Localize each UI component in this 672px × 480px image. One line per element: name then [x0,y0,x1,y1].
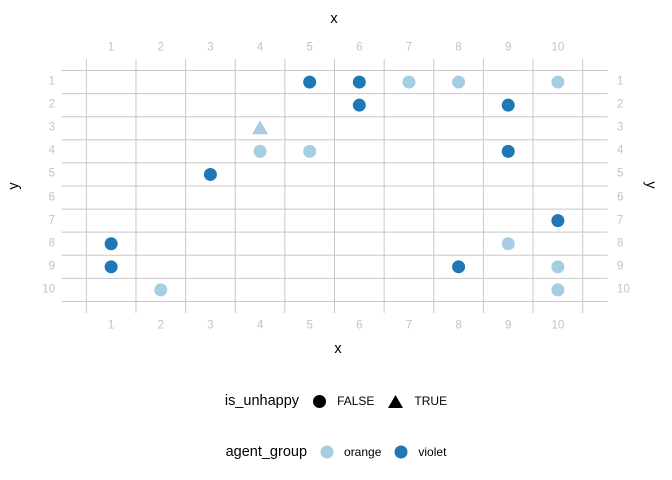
x-tick-bottom-7: 7 [405,319,413,332]
x-tick-bottom-6: 6 [356,319,363,332]
x-tick-top-10: 10 [551,41,565,54]
legend-item-orange: orange [320,445,381,459]
circle-point-x3-y5 [203,167,217,181]
circle-point-x9-y8 [501,237,515,251]
circle-point-x5-y4 [303,144,317,158]
x-tick-top-7: 7 [405,41,413,54]
x-tick-top-3: 3 [207,41,214,54]
violet-group-circle-icon [394,445,408,459]
x-tick-bottom-1: 1 [107,319,115,332]
circle-point-x10-y7 [551,214,565,228]
y-tick-left-2: 2 [48,98,55,111]
y-tick-right-7: 7 [617,213,624,226]
legend-label-orange: orange [344,445,382,459]
y-tick-right-9: 9 [617,260,624,273]
legend-label-violet: violet [418,445,447,459]
x-tick-bottom-5: 5 [306,319,313,332]
circle-point-x2-y10 [154,283,168,297]
legend-label-false: FALSE [337,394,375,408]
circle-point-x10-y9 [551,260,565,274]
legend-title-is-unhappy: is_unhappy [224,393,300,409]
y-tick-right-8: 8 [617,236,624,249]
y-tick-left-10: 10 [42,283,55,296]
circle-point-x4-y4 [253,144,267,158]
x-tick-top-5: 5 [306,41,313,54]
triangle-point-x4-y3 [252,120,269,135]
legend-label-true: TRUE [414,394,448,408]
circle-point-x10-y10 [551,283,565,297]
y-tick-left-9: 9 [48,260,55,273]
legend-item-true: TRUE [387,394,447,409]
y-tick-left-7: 7 [48,213,55,226]
data-points [104,75,565,297]
circle-point-x1-y8 [104,237,118,251]
x-tick-bottom-9: 9 [505,319,512,332]
circle-point-x9-y4 [501,144,515,158]
circle-point-x6-y2 [352,98,366,112]
y-tick-right-4: 4 [617,144,624,157]
circle-point-x9-y2 [501,98,515,112]
circle-point-x6-y1 [352,75,366,89]
x-tick-top-2: 2 [157,41,164,54]
legend-title-agent-group: agent_group [225,444,308,460]
y-tick-right-5: 5 [617,167,624,180]
true-triangle-icon [387,394,404,409]
y-tick-left-5: 5 [48,167,55,180]
y-tick-left-1: 1 [48,75,55,88]
x-tick-top-8: 8 [455,41,462,54]
y-tick-right-6: 6 [617,190,624,203]
x-tick-top-4: 4 [256,41,264,54]
legend-item-violet: violet [394,445,446,459]
legend-is-unhappy: is_unhappy FALSE TRUE [0,393,672,409]
y-tick-left-4: 4 [48,144,55,157]
false-circle-icon [312,394,327,409]
x-tick-bottom-10: 10 [551,319,565,332]
circle-point-x7-y1 [402,75,416,89]
legend-agent-group: agent_group orange violet [0,444,672,460]
x-tick-bottom-3: 3 [207,319,214,332]
circle-point-x5-y1 [303,75,317,89]
circle-point-x10-y1 [551,75,565,89]
y-tick-left-8: 8 [48,236,55,249]
x-axis-title-top: x [330,10,338,27]
orange-group-circle-icon [320,445,334,459]
x-tick-bottom-8: 8 [455,319,462,332]
y-tick-left-3: 3 [48,121,55,134]
legend-item-false: FALSE [312,394,374,409]
y-tick-left-6: 6 [48,190,55,203]
x-tick-bottom-4: 4 [256,319,264,332]
circle-point-x1-y9 [104,260,118,274]
x-tick-top-9: 9 [505,41,512,54]
x-tick-bottom-2: 2 [157,319,164,332]
gridlines [61,59,608,313]
y-tick-right-10: 10 [617,283,630,296]
y-tick-right-3: 3 [617,121,624,134]
y-tick-right-2: 2 [617,98,624,111]
x-axis-title-bottom: x [334,340,342,357]
x-tick-top-6: 6 [356,41,363,54]
y-tick-right-1: 1 [617,75,624,88]
circle-point-x8-y1 [452,75,466,89]
circle-point-x8-y9 [452,260,466,274]
x-tick-top-1: 1 [107,41,115,54]
